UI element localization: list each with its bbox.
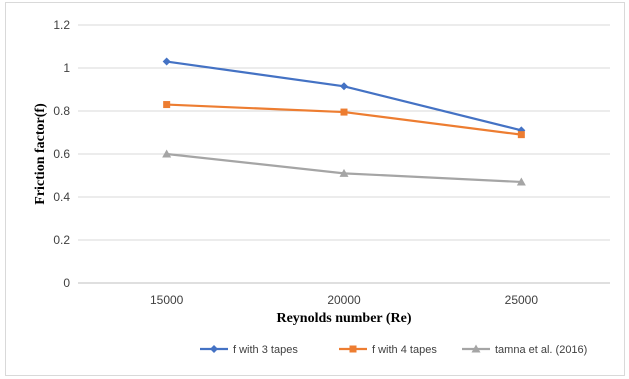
x-tick-labels: 15000 20000 25000: [150, 293, 538, 307]
y-axis-title: Friction factor(f): [33, 103, 48, 205]
y-tick-label: 1: [63, 61, 70, 75]
chart-frame: [5, 2, 625, 376]
data-point: [516, 177, 526, 186]
y-tick-label: 0.2: [53, 233, 70, 247]
legend-item: f with 3 tapes: [200, 344, 298, 356]
data-point: [471, 344, 481, 353]
series-line: [166, 60, 522, 132]
series-group: [162, 57, 526, 186]
x-axis-title: Reynolds number (Re): [276, 311, 411, 326]
x-tick-label: 25000: [505, 293, 539, 307]
legend-label: tamna et al. (2016): [495, 344, 587, 356]
y-tick-label: 0.6: [53, 147, 70, 161]
legend: f with 3 tapes f with 4 tapes tamna et al.…: [200, 344, 587, 356]
series-1: [162, 57, 526, 135]
x-tick-label: 20000: [327, 293, 361, 307]
legend-label: f with 4 tapes: [372, 344, 437, 356]
series-line: [166, 152, 522, 184]
y-tick-label: 0.8: [53, 104, 70, 118]
y-tick-label: 1.2: [53, 18, 70, 32]
legend-item: tamna et al. (2016): [462, 344, 587, 356]
data-point: [163, 101, 171, 109]
legend-item: f with 4 tapes: [339, 344, 437, 356]
y-tick-label: 0: [63, 276, 70, 290]
data-point: [340, 82, 348, 91]
data-point: [349, 345, 357, 353]
series-2: [163, 101, 525, 139]
y-tick-label: 0.4: [53, 190, 70, 204]
data-point: [162, 57, 171, 66]
x-tick-label: 15000: [150, 293, 184, 307]
gridlines: [78, 24, 610, 284]
data-point: [210, 345, 218, 353]
series-3: [162, 149, 526, 186]
data-point: [339, 168, 349, 177]
data-point: [517, 131, 525, 139]
data-point: [162, 149, 172, 158]
y-tick-labels: 0 0.2 0.4 0.6 0.8 1 1.2: [53, 18, 70, 290]
data-point: [340, 108, 348, 116]
legend-label: f with 3 tapes: [233, 344, 298, 356]
